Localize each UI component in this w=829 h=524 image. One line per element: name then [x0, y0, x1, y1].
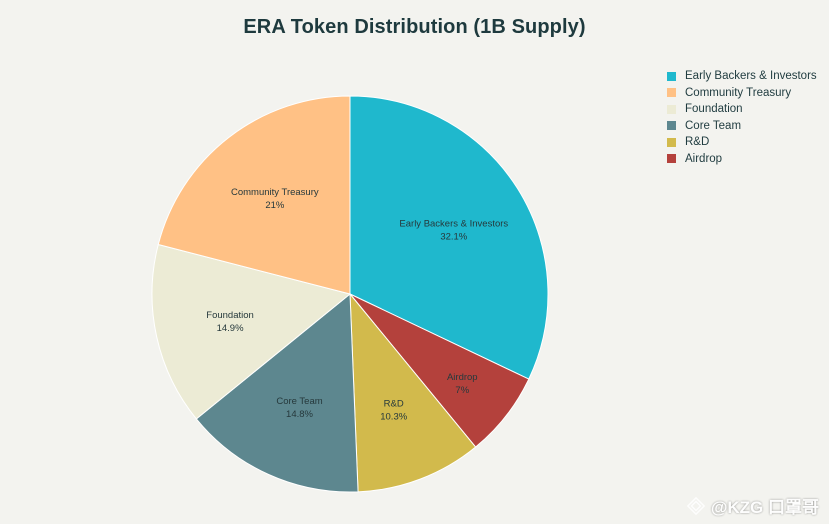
slice-label-core-team: Core Team	[276, 396, 322, 407]
legend: Early Backers & Investors Community Treas…	[667, 68, 817, 167]
legend-label: Core Team	[685, 119, 742, 132]
legend-item-foundation[interactable]: Foundation	[667, 101, 817, 118]
slice-value-randd: 10.3%	[380, 412, 407, 423]
slice-value-airdrop: 7%	[455, 385, 469, 396]
slice-value-early-backers-and-investors: 32.1%	[440, 231, 467, 242]
legend-swatch	[667, 88, 676, 98]
legend-swatch	[667, 71, 676, 81]
pie-slice-core-team	[195, 292, 359, 493]
legend-item-core-team[interactable]: Core Team	[667, 118, 817, 135]
slice-value-core-team: 14.8%	[286, 409, 313, 420]
legend-item-community-treasury[interactable]: Community Treasury	[667, 85, 817, 102]
legend-item-early-backers-and-investors[interactable]: Early Backers & Investors	[667, 68, 817, 85]
legend-swatch	[667, 104, 676, 114]
diamond-logo-icon	[686, 496, 705, 515]
pie-slice-early-backers-and-investors	[349, 95, 549, 380]
slice-value-foundation: 14.9%	[217, 323, 244, 334]
pie-slice-community-treasury	[157, 95, 351, 295]
pie-slice-foundation	[151, 243, 352, 420]
slice-label-randd: R&D	[384, 399, 404, 410]
legend-label: Community Treasury	[685, 86, 792, 99]
legend-item-airdrop[interactable]: Airdrop	[667, 151, 817, 168]
slice-label-community-treasury: Community Treasury	[231, 187, 319, 198]
legend-label: R&D	[685, 136, 710, 149]
watermark: @KZG 口罩哥	[686, 493, 819, 518]
chart-title: ERA Token Distribution (1B Supply)	[243, 16, 586, 38]
legend-swatch	[667, 137, 676, 147]
slice-label-airdrop: Airdrop	[447, 372, 478, 383]
legend-label: Early Backers & Investors	[685, 70, 817, 83]
legend-label: Airdrop	[685, 152, 723, 165]
slice-value-community-treasury: 21%	[265, 200, 285, 211]
pie-slices	[151, 95, 549, 493]
slice-label-early-backers-and-investors: Early Backers & Investors	[399, 218, 508, 229]
legend-item-randd[interactable]: R&D	[667, 134, 817, 151]
pie-labels: Early Backers & Investors 32.1% Airdrop 7% R…	[206, 187, 508, 423]
legend-swatch	[667, 121, 676, 131]
watermark-text: @KZG 口罩哥	[710, 498, 819, 517]
pie-slice-randd	[349, 292, 477, 493]
legend-swatch	[667, 154, 676, 164]
slice-label-foundation: Foundation	[206, 310, 254, 321]
legend-label: Foundation	[685, 103, 743, 116]
